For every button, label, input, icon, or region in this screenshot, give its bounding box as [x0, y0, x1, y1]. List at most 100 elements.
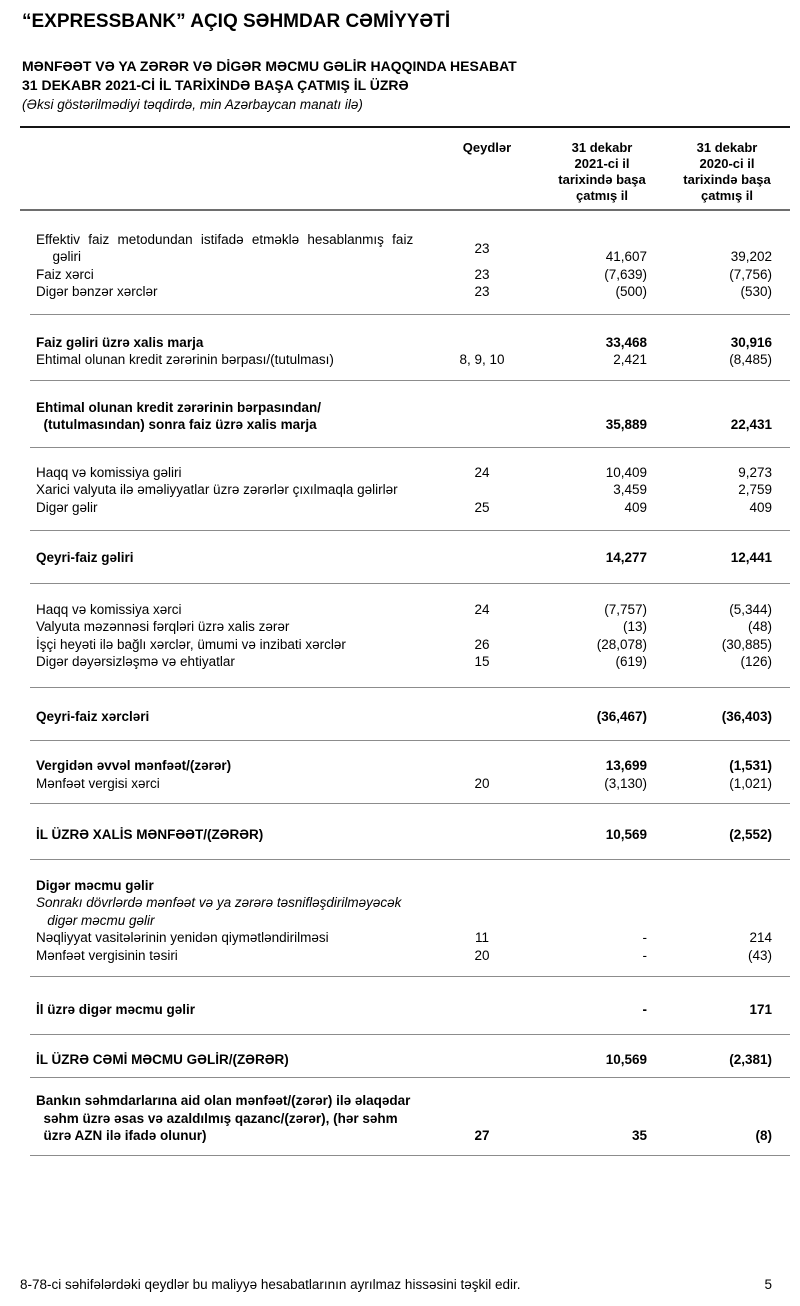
row-value-2021: - [642, 1002, 648, 1017]
section-divider [30, 1033, 790, 1035]
table-row: Faiz xərci 23 (7,639) (7,756) [36, 266, 772, 284]
row-label: Effektiv faiz metodundan istifadə etməkl… [36, 231, 414, 265]
page-number: 5 [764, 1277, 772, 1292]
section-other-comprehensive-income-total: İl üzrə digər məcmu gəlir - 171 [0, 977, 800, 1034]
row-value-2021: - [642, 947, 648, 963]
table-row-total: Vergidən əvvəl mənfəət/(zərər) 13,699 (1… [36, 757, 772, 775]
row-label: Sonrakı dövrlərdə mənfəət və ya zərərə t… [36, 895, 402, 928]
row-value-2021: 2,421 [613, 352, 647, 367]
section-non-interest-income-total: Qeyri-faiz gəliri 14,277 12,441 [0, 531, 800, 583]
row-label: Haqq və komissiya gəliri [36, 464, 182, 480]
section-divider [30, 976, 790, 977]
table-row: Mənfəət vergisinin təsiri 20 - (43) [36, 947, 772, 965]
table-row: Xarici valyuta ilə əməliyyatlar üzrə zər… [36, 481, 772, 499]
row-value-2020: (7,756) [729, 266, 772, 282]
row-value-2020: (1,531) [729, 758, 772, 773]
table-row-total: İl üzrə digər məcmu gəlir - 171 [36, 1001, 772, 1019]
row-value-2020: 12,441 [730, 550, 772, 565]
row-label: İl üzrə digər məcmu gəlir [36, 1002, 196, 1017]
section-non-interest-expense-items: Haqq və komissiya xərci 24 (7,757) (5,34… [0, 584, 800, 687]
row-value-2020: 39,202 [730, 249, 772, 264]
row-note: 25 [474, 499, 490, 515]
section-non-interest-expense-total: Qeyri-faiz xərcləri (36,467) (36,403) [0, 688, 800, 741]
table-row: Haqq və komissiya gəliri 24 10,409 9,273 [36, 464, 772, 482]
row-note: 24 [474, 464, 490, 480]
row-label: Ehtimal olunan kredit zərərinin bərpası/… [36, 352, 334, 367]
row-label: Qeyri-faiz gəliri [36, 550, 134, 565]
row-value-2021: (500) [615, 284, 647, 299]
row-label: Xarici valyuta ilə əməliyyatlar üzrə zər… [36, 482, 398, 497]
section-divider [30, 530, 790, 531]
row-note: 20 [474, 947, 490, 963]
row-value-2021: (7,757) [604, 601, 647, 617]
row-note: 8, 9, 10 [459, 352, 505, 367]
section-divider [30, 686, 790, 688]
section-divider [30, 803, 790, 804]
row-value-2020: (530) [740, 284, 772, 299]
page-footer: 8-78-ci səhifələrdəki qeydlər bu maliyyə… [20, 1276, 772, 1294]
table-row-total: Qeyri-faiz gəliri 14,277 12,441 [36, 549, 772, 567]
company-name: “EXPRESSBANK” AÇIQ SƏHMDAR CƏMİYYƏTİ [22, 11, 451, 32]
column-header-2021: 31 dekabr 2021-ci il tarixində başa çatm… [558, 139, 646, 203]
row-label: Faiz gəliri üzrə xalis marja [36, 334, 204, 350]
row-label: Digər gəlir [36, 499, 98, 515]
section-earnings-per-share: Bankın səhmdarlarına aid olan mənfəət/(z… [0, 1078, 800, 1155]
row-label: İL ÜZRƏ XALİS MƏNFƏƏT/(ZƏRƏR) [36, 827, 264, 842]
row-value-2021: (28,078) [596, 636, 647, 652]
row-label: Bankın səhmdarlarına aid olan mənfəət/(z… [36, 1093, 411, 1143]
report-subtitle: (Əksi göstərilmədiyi təqdirdə, min Azərb… [22, 97, 363, 112]
section-non-interest-income-items: Haqq və komissiya gəliri 24 10,409 9,273… [0, 448, 800, 531]
section-net-interest-after-ecl: Ehtimal olunan kredit zərərinin bərpasın… [0, 381, 800, 447]
row-value-2020: (126) [740, 654, 772, 669]
table-row: Effektiv faiz metodundan istifadə etməkl… [36, 231, 772, 266]
row-note: 27 [474, 1128, 490, 1143]
row-label: Nəqliyyat vasitələrinin yenidən qiymətlə… [36, 930, 329, 945]
table-row: İşçi heyəti ilə bağlı xərclər, ümumi və … [36, 636, 772, 654]
table-row-total: Ehtimal olunan kredit zərərinin bərpasın… [36, 399, 772, 434]
row-note: 15 [474, 654, 490, 669]
table-row: Nəqliyyat vasitələrinin yenidən qiymətlə… [36, 929, 772, 947]
row-value-2020: 22,431 [730, 417, 772, 432]
table-row-subheader: Digər məcmu gəlir [36, 877, 772, 895]
row-label: Qeyri-faiz xərcləri [36, 708, 150, 724]
table-row: Ehtimal olunan kredit zərərinin bərpası/… [36, 351, 772, 369]
row-value-2021: 409 [624, 499, 647, 515]
row-label: İL ÜZRƏ CƏMİ MƏCMU GƏLİR/(ZƏRƏR) [36, 1051, 289, 1067]
row-label: Mənfəət vergisi xərci [36, 775, 160, 791]
row-label: Digər bənzər xərclər [36, 284, 158, 299]
column-header-spacer [36, 140, 432, 204]
row-value-2020: (43) [747, 947, 772, 963]
row-value-2020: (36,403) [721, 708, 772, 724]
report-title: MƏNFƏƏT VƏ YA ZƏRƏR VƏ DİGƏR MƏCMU GƏLİR… [22, 58, 517, 93]
section-divider [30, 740, 790, 741]
row-value-2021: 33,468 [605, 334, 647, 350]
row-note: 20 [474, 775, 490, 791]
section-divider [30, 446, 790, 448]
row-label: Mənfəət vergisinin təsiri [36, 947, 178, 963]
document-page: “EXPRESSBANK” AÇIQ SƏHMDAR CƏMİYYƏTİ MƏN… [0, 10, 800, 1292]
table-row: Haqq və komissiya xərci 24 (7,757) (5,34… [36, 601, 772, 619]
row-value-2021: 41,607 [605, 249, 647, 264]
row-note: 23 [474, 240, 490, 256]
row-note: 23 [474, 266, 490, 282]
table-row-total: İL ÜZRƏ CƏMİ MƏCMU GƏLİR/(ZƏRƏR) 10,569 … [36, 1051, 772, 1069]
table-row-subheader: Sonrakı dövrlərdə mənfəət və ya zərərə t… [36, 894, 772, 929]
section-divider [30, 313, 790, 315]
section-other-comprehensive-income: Digər məcmu gəlir Sonrakı dövrlərdə mənf… [0, 860, 800, 977]
row-value-2021: 35 [631, 1128, 647, 1143]
row-value-2020: (2,381) [729, 1051, 772, 1067]
row-value-2021: 13,699 [605, 758, 647, 773]
row-value-2020: 171 [749, 1002, 772, 1017]
table-row: Mənfəət vergisi xərci 20 (3,130) (1,021) [36, 775, 772, 793]
column-header-rule [20, 208, 790, 211]
row-value-2020: 30,916 [730, 334, 772, 350]
section-profit-before-tax: Vergidən əvvəl mənfəət/(zərər) 13,699 (1… [0, 741, 800, 803]
row-label: Digər dəyərsizləşmə və ehtiyatlar [36, 654, 235, 669]
row-value-2021: (619) [615, 654, 647, 669]
section-total-comprehensive-income: İL ÜZRƏ CƏMİ MƏCMU GƏLİR/(ZƏRƏR) 10,569 … [0, 1035, 800, 1078]
row-note: 11 [474, 930, 489, 945]
table-row: Digər gəlir 25 409 409 [36, 499, 772, 517]
section-divider [30, 1077, 790, 1078]
row-value-2020: (48) [747, 619, 772, 634]
row-label: Faiz xərci [36, 266, 94, 282]
